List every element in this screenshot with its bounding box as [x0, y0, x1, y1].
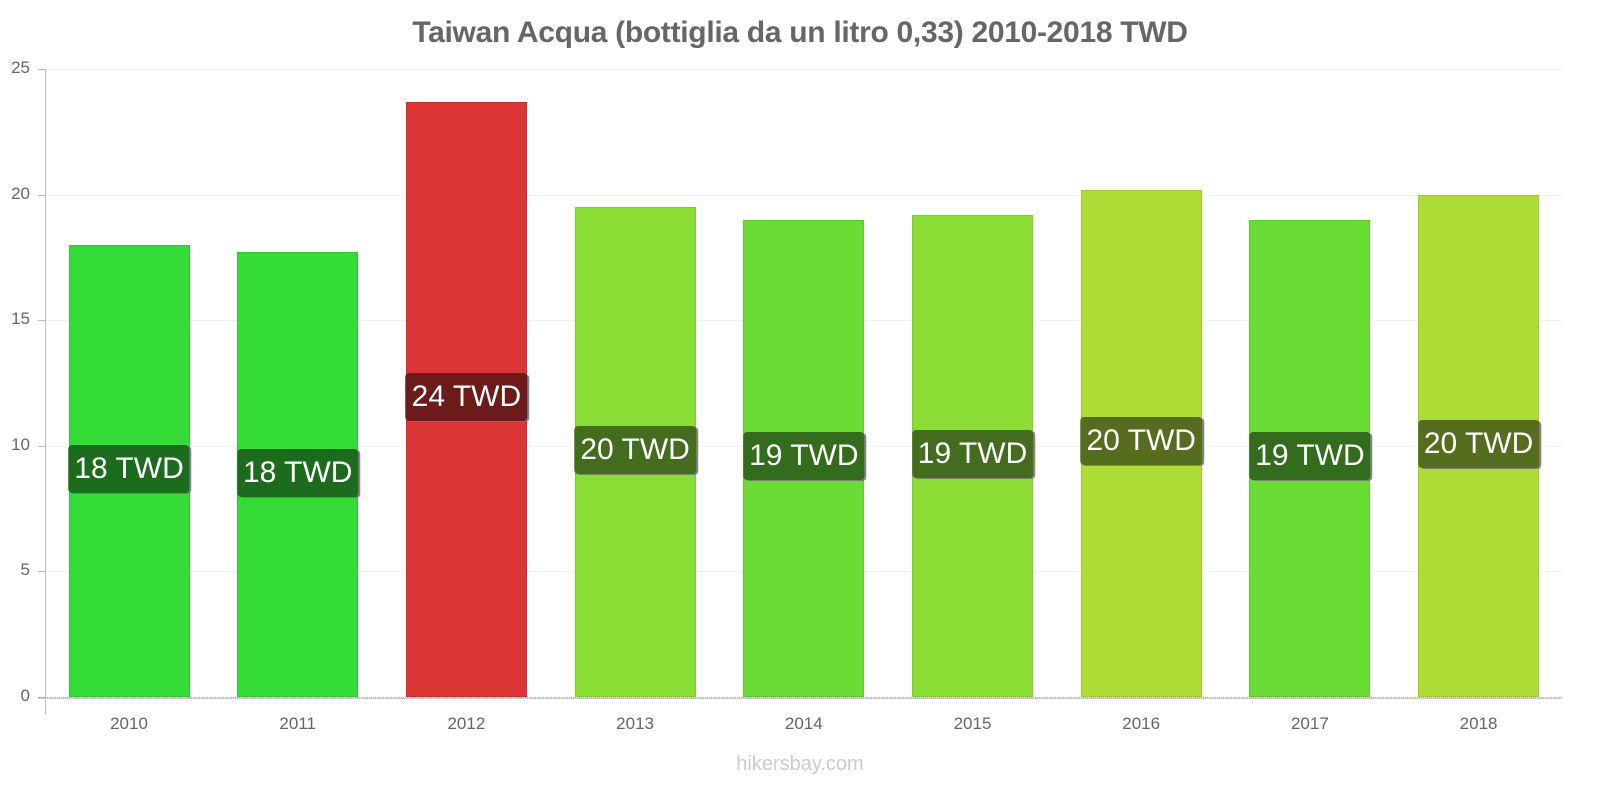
- data-label: 20 TWD: [1080, 417, 1202, 466]
- chart-title: Taiwan Acqua (bottiglia da un litro 0,33…: [412, 16, 1188, 49]
- y-tick-label: 20: [11, 183, 30, 203]
- gridline: [46, 194, 1562, 196]
- x-tick-label: 2010: [110, 714, 148, 733]
- data-label: 20 TWD: [574, 426, 696, 475]
- y-tick-label: 15: [11, 309, 30, 329]
- x-tick-label: 2018: [1459, 714, 1498, 733]
- gridline: [46, 69, 1562, 70]
- data-label: 19 TWD: [743, 432, 865, 481]
- y-tick-label: 25: [11, 58, 30, 77]
- x-tick-label: 2016: [1122, 714, 1161, 733]
- y-axis-line: [45, 69, 46, 714]
- data-label: 18 TWD: [236, 448, 359, 497]
- x-tick-label: 2017: [1290, 714, 1329, 733]
- y-tick-label: 5: [20, 560, 30, 580]
- x-tick-label: 2011: [279, 714, 316, 733]
- watermark: hikersbay.com: [736, 753, 864, 775]
- y-tick-mark: [38, 571, 46, 573]
- data-label: 18 TWD: [68, 444, 190, 493]
- y-tick-mark: [38, 445, 46, 447]
- x-axis-line: [38, 697, 1562, 699]
- y-tick-mark: [38, 320, 46, 322]
- y-tick-mark: [38, 194, 46, 196]
- x-tick-label: 2014: [784, 714, 823, 733]
- x-tick-label: 2015: [953, 714, 992, 733]
- x-tick-label: 2012: [447, 714, 486, 733]
- y-tick-label: 0: [20, 686, 30, 705]
- data-label: 19 TWD: [1249, 432, 1371, 481]
- data-label: 19 TWD: [911, 429, 1034, 478]
- x-tick-label: 2013: [616, 714, 654, 733]
- y-tick-label: 10: [11, 434, 30, 454]
- data-label: 20 TWD: [1417, 419, 1540, 468]
- y-tick-mark: [38, 69, 46, 70]
- data-label: 24 TWD: [405, 373, 528, 422]
